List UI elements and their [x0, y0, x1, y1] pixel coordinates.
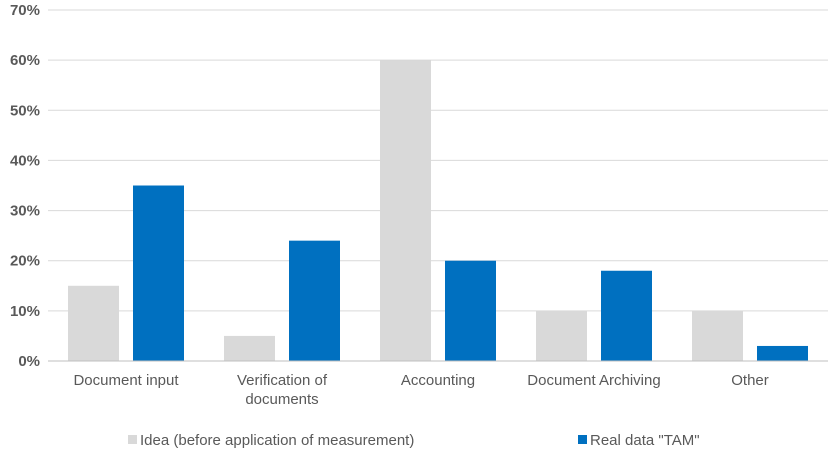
bar-idea-4: [692, 310, 743, 361]
x-category-label: Verification of documents: [237, 372, 328, 408]
bar-real-data-0: [133, 185, 184, 361]
legend: Idea (before application of measurement)…: [128, 432, 700, 449]
legend-label-real-data: Real data "TAM": [590, 432, 700, 449]
x-category-label: Document input: [73, 372, 179, 389]
bar-real-data-3: [601, 270, 652, 361]
x-category-label: Document Archiving: [527, 372, 660, 389]
y-tick-label: 10%: [10, 303, 40, 320]
y-tick-label: 70%: [10, 2, 40, 19]
y-tick-label: 20%: [10, 253, 40, 270]
bars: [68, 60, 808, 362]
x-category-label-line: Verification of: [237, 372, 328, 389]
y-tick-label: 40%: [10, 152, 40, 169]
legend-label-idea: Idea (before application of measurement): [140, 432, 414, 449]
x-category-label-line: Accounting: [401, 372, 475, 389]
legend-swatch-idea: [128, 435, 137, 444]
bar-idea-1: [224, 335, 275, 361]
x-category-label-line: Document Archiving: [527, 372, 660, 389]
bar-idea-2: [380, 60, 431, 362]
legend-swatch-real-data: [578, 435, 587, 444]
bar-idea-0: [68, 285, 119, 361]
y-tick-label: 60%: [10, 52, 40, 69]
x-axis-category-labels: Document input Verification of documents Ac…: [73, 372, 768, 408]
bar-real-data-1: [289, 240, 340, 361]
y-tick-label: 0%: [18, 353, 40, 370]
bar-real-data-2: [445, 260, 496, 361]
y-tick-label: 50%: [10, 102, 40, 119]
x-category-label-line: Other: [731, 372, 769, 389]
x-category-label-line: Document input: [73, 372, 179, 389]
y-tick-label: 30%: [10, 203, 40, 220]
x-category-label: Accounting: [401, 372, 475, 389]
x-category-label-line: documents: [245, 391, 318, 408]
x-category-label: Other: [731, 372, 769, 389]
y-axis-tick-labels: 0% 10% 20% 30% 40% 50% 60% 70%: [10, 2, 40, 370]
bar-idea-3: [536, 310, 587, 361]
bar-real-data-4: [757, 345, 808, 361]
